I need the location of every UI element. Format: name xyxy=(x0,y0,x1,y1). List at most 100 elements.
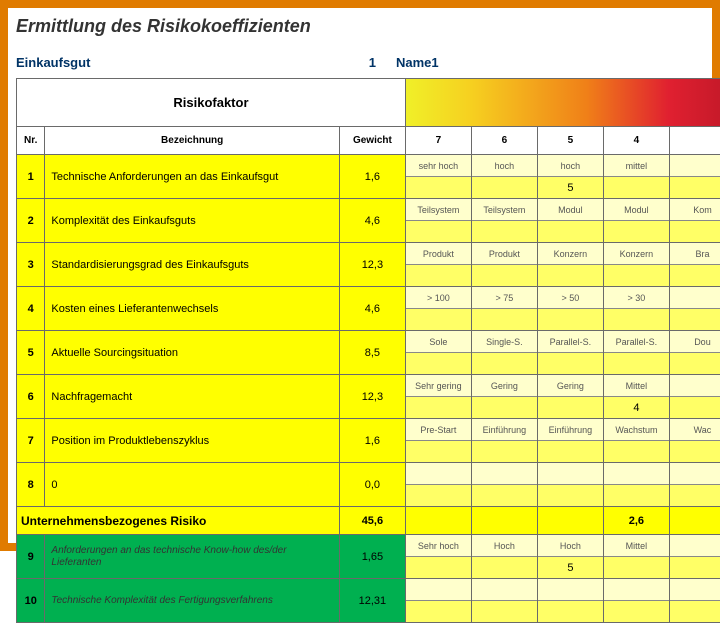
rating-cell[interactable] xyxy=(405,579,471,623)
row-nr: 1 xyxy=(17,155,45,199)
row-gew: 12,31 xyxy=(339,579,405,623)
rating-cell[interactable]: hoch xyxy=(471,155,537,199)
row-name: Technische Anforderungen an das Einkaufs… xyxy=(45,155,339,199)
table-row: 10Technische Komplexität des Fertigungsv… xyxy=(17,579,720,623)
table-row: 1Technische Anforderungen an das Einkauf… xyxy=(17,155,720,199)
row-nr: 4 xyxy=(17,287,45,331)
row-name: Position im Produktlebenszyklus xyxy=(45,419,339,463)
row-nr: 5 xyxy=(17,331,45,375)
rating-cell[interactable]: Teilsystem xyxy=(405,199,471,243)
rating-cell[interactable]: Parallel-S. xyxy=(603,331,669,375)
header-4: 4 xyxy=(603,127,669,155)
rating-cell[interactable]: mittel xyxy=(603,155,669,199)
header-5: 5 xyxy=(537,127,603,155)
rating-cell-overflow xyxy=(669,579,720,623)
table-row: 4Kosten eines Lieferantenwechsels4,6> 10… xyxy=(17,287,720,331)
rating-cell[interactable]: Gering xyxy=(537,375,603,419)
rating-cell[interactable]: > 30 xyxy=(603,287,669,331)
rating-cell[interactable]: sehr hoch xyxy=(405,155,471,199)
rating-cell[interactable] xyxy=(537,579,603,623)
rating-cell[interactable] xyxy=(603,579,669,623)
rating-cell[interactable]: Sehr gering xyxy=(405,375,471,419)
rating-cell[interactable]: Pre-Start xyxy=(405,419,471,463)
rating-cell[interactable] xyxy=(603,463,669,507)
row-gew: 1,65 xyxy=(339,535,405,579)
table-row: 6Nachfragemacht12,3Sehr geringGeringGeri… xyxy=(17,375,720,419)
row-nr: 7 xyxy=(17,419,45,463)
rating-cell[interactable]: > 75 xyxy=(471,287,537,331)
rating-cell[interactable]: Konzern xyxy=(603,243,669,287)
row-name: 0 xyxy=(45,463,339,507)
rating-cell[interactable]: Teilsystem xyxy=(471,199,537,243)
rating-cell[interactable]: Hoch xyxy=(471,535,537,579)
rating-cell[interactable] xyxy=(471,579,537,623)
row-nr: 6 xyxy=(17,375,45,419)
row-name: Kosten eines Lieferantenwechsels xyxy=(45,287,339,331)
table-row: 7Position im Produktlebenszyklus1,6Pre-S… xyxy=(17,419,720,463)
rating-cell[interactable]: Single-S. xyxy=(471,331,537,375)
rating-cell[interactable]: Produkt xyxy=(405,243,471,287)
rating-cell[interactable]: Sole xyxy=(405,331,471,375)
meta-num: 1 xyxy=(336,55,396,70)
header-bezeichnung: Bezeichnung xyxy=(45,127,339,155)
table-row: 5Aktuelle Sourcingsituation8,5SoleSingle… xyxy=(17,331,720,375)
rating-cell[interactable]: Sehr hoch xyxy=(405,535,471,579)
rating-cell[interactable]: Einführung xyxy=(471,419,537,463)
rating-cell[interactable] xyxy=(537,463,603,507)
section-pad2 xyxy=(471,507,537,535)
rating-cell[interactable]: Wachstum xyxy=(603,419,669,463)
row-nr: 3 xyxy=(17,243,45,287)
rating-cell[interactable]: Konzern xyxy=(537,243,603,287)
row-gew: 12,3 xyxy=(339,375,405,419)
rating-cell-overflow xyxy=(669,375,720,419)
rating-cell-overflow xyxy=(669,535,720,579)
rating-cell-overflow: Bra xyxy=(669,243,720,287)
rating-cell[interactable] xyxy=(471,463,537,507)
rating-cell[interactable]: Hoch5 xyxy=(537,535,603,579)
rating-cell[interactable]: Parallel-S. xyxy=(537,331,603,375)
row-gew: 1,6 xyxy=(339,419,405,463)
table-row: 3Standardisierungsgrad des Einkaufsguts1… xyxy=(17,243,720,287)
rating-cell[interactable] xyxy=(405,463,471,507)
header-risikofaktor: Risikofaktor xyxy=(17,79,406,127)
row-name: Anforderungen an das technische Know-how… xyxy=(45,535,339,579)
rating-cell[interactable]: Produkt xyxy=(471,243,537,287)
section-name: Unternehmensbezogenes Risiko xyxy=(17,507,340,535)
rating-cell-overflow xyxy=(669,463,720,507)
risk-gradient xyxy=(405,79,720,127)
section-pad3 xyxy=(537,507,603,535)
row-gew: 12,3 xyxy=(339,243,405,287)
row-nr: 10 xyxy=(17,579,45,623)
rating-cell[interactable]: Gering xyxy=(471,375,537,419)
rating-cell[interactable]: Modul xyxy=(537,199,603,243)
row-gew: 4,6 xyxy=(339,199,405,243)
header-nr: Nr. xyxy=(17,127,45,155)
section-pad4 xyxy=(669,507,720,535)
rating-cell[interactable]: Einführung xyxy=(537,419,603,463)
rating-cell-overflow xyxy=(669,155,720,199)
section-pad1 xyxy=(405,507,471,535)
table-row: 2Komplexität des Einkaufsguts4,6Teilsyst… xyxy=(17,199,720,243)
rating-cell[interactable]: Mittel4 xyxy=(603,375,669,419)
row-gew: 0,0 xyxy=(339,463,405,507)
risk-table: Risikofaktor Nr. Bezeichnung Gewicht 7 6… xyxy=(16,78,720,623)
section-score: 2,6 xyxy=(603,507,669,535)
header-7: 7 xyxy=(405,127,471,155)
rating-cell[interactable]: Mittel xyxy=(603,535,669,579)
rating-cell[interactable]: Modul xyxy=(603,199,669,243)
rating-cell[interactable]: hoch5 xyxy=(537,155,603,199)
row-nr: 8 xyxy=(17,463,45,507)
row-name: Technische Komplexität des Fertigungsver… xyxy=(45,579,339,623)
rating-cell-overflow xyxy=(669,287,720,331)
meta-label: Einkaufsgut xyxy=(16,55,336,70)
meta-name: Name1 xyxy=(396,55,439,70)
row-nr: 9 xyxy=(17,535,45,579)
row-gew: 4,6 xyxy=(339,287,405,331)
rating-cell-overflow: Dou xyxy=(669,331,720,375)
table-row: 9Anforderungen an das technische Know-ho… xyxy=(17,535,720,579)
header-gewicht: Gewicht xyxy=(339,127,405,155)
rating-cell[interactable]: > 50 xyxy=(537,287,603,331)
rating-cell-overflow: Wac xyxy=(669,419,720,463)
rating-cell[interactable]: > 100 xyxy=(405,287,471,331)
row-name: Komplexität des Einkaufsguts xyxy=(45,199,339,243)
